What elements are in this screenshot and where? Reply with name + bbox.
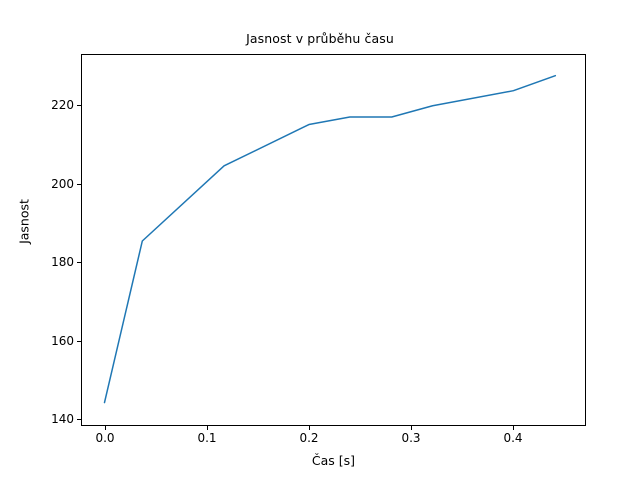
- ytick-label-160: 160: [0, 334, 74, 348]
- xtick-mark-0.1: [207, 426, 208, 430]
- xtick-text: 0.4: [503, 431, 523, 445]
- xtick-mark-0.2: [309, 426, 310, 430]
- ytick-text: 200: [51, 177, 74, 191]
- x-axis-label: Čas [s]: [311, 453, 356, 468]
- xtick-mark-0.4: [513, 426, 514, 430]
- ytick-label-180: 180: [0, 255, 74, 269]
- xtick-label-0.1: 0.1: [177, 431, 237, 445]
- xtick-label-0.0: 0.0: [75, 431, 135, 445]
- ytick-mark-220: [77, 105, 81, 106]
- xtick-label-0.3: 0.3: [381, 431, 441, 445]
- xtick-text: 0.1: [197, 431, 217, 445]
- ytick-mark-140: [77, 419, 81, 420]
- xtick-text: 0.3: [401, 431, 421, 445]
- chart-title: Jasnost v průběhu času: [246, 31, 394, 46]
- ytick-mark-180: [77, 262, 81, 263]
- xtick-text: 0.2: [299, 431, 319, 445]
- xtick-text: 0.0: [95, 431, 115, 445]
- ytick-text: 140: [51, 412, 74, 426]
- ytick-label-200: 200: [0, 177, 74, 191]
- ytick-mark-160: [77, 341, 81, 342]
- xtick-label-0.4: 0.4: [483, 431, 543, 445]
- line-series-svg: [103, 74, 557, 404]
- ytick-label-140: 140: [0, 412, 74, 426]
- y-axis-label: Jasnost: [16, 199, 32, 244]
- xtick-mark-0.3: [411, 426, 412, 430]
- line-series-jasnost: [103, 74, 557, 404]
- ytick-mark-200: [77, 184, 81, 185]
- plot-axes: [81, 54, 586, 426]
- ytick-text: 160: [51, 334, 74, 348]
- ytick-label-220: 220: [0, 98, 74, 112]
- ytick-text: 220: [51, 98, 74, 112]
- xtick-mark-0.0: [105, 426, 106, 430]
- xtick-label-0.2: 0.2: [279, 431, 339, 445]
- ytick-text: 180: [51, 255, 74, 269]
